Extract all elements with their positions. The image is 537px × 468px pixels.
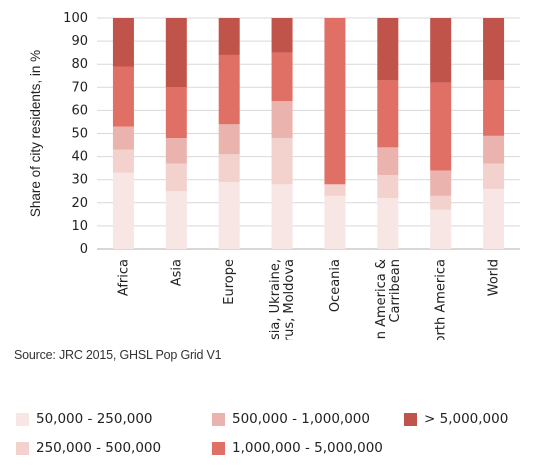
y-tick-label: 60: [71, 103, 88, 118]
legend-label: 500,000 - 1,000,000: [232, 411, 370, 427]
x-tick-label: Africa: [116, 259, 131, 296]
bar-segment: [218, 54, 240, 125]
bar-segment: [377, 18, 399, 81]
bar-segment: [165, 138, 187, 164]
legend-label: 1,000,000 - 5,000,000: [232, 440, 383, 456]
chart-svg: 0 10 20 30 40 50 60 70 80 90 100 Share of city resi…: [28, 11, 520, 371]
legend-item-500k-1m: 500,000 - 1,000,000: [212, 411, 370, 427]
legend-item-over-5m: > 5,000,000: [404, 411, 508, 427]
x-tick-label: World: [487, 259, 502, 296]
bar-segment: [271, 52, 293, 102]
bar-segment: [165, 163, 187, 192]
bar-segment: [430, 82, 452, 171]
stacked-bar-chart: 0 10 20 30 40 50 60 70 80 90 100 Share of city resi…: [28, 11, 520, 371]
bar-segment: [483, 188, 505, 249]
bar-segment: [430, 170, 452, 196]
bar-segment: [165, 191, 187, 249]
x-tick-label: Oceania: [328, 259, 343, 312]
bar-segment: [377, 198, 399, 249]
bar-segment: [112, 172, 134, 249]
x-tick-label-group: Europe: [222, 259, 237, 305]
legend-swatch: [16, 441, 29, 455]
bar-segment: [218, 124, 240, 155]
bar-segment: [218, 18, 240, 55]
bar-segment: [430, 209, 452, 249]
y-tick-label: 50: [71, 127, 88, 142]
x-tick-label-group: Asia: [169, 259, 184, 286]
x-tick-label: Russia, Ukraine,: [268, 259, 283, 340]
legend-item-50k-250k: 50,000 - 250,000: [16, 411, 153, 427]
bar-segment: [377, 175, 399, 199]
x-tick-label: Belarus, Moldova: [282, 259, 297, 340]
legend-label: 50,000 - 250,000: [36, 411, 153, 427]
bar-segment: [112, 18, 134, 67]
x-tick-label-group: North America: [434, 259, 449, 353]
x-tick-label: Asia: [169, 259, 184, 286]
x-tick-label-group: World: [487, 259, 502, 296]
x-tick-label: North America: [434, 259, 449, 340]
x-tick-label-group: Latin America & Carribean: [374, 259, 403, 363]
bar-segment: [271, 138, 293, 185]
y-axis-title: Share of city residents, in %: [28, 50, 43, 217]
bar-segment: [271, 101, 293, 139]
bar-segment: [324, 18, 346, 185]
y-tick-label: 90: [71, 34, 88, 49]
bar-segment: [112, 126, 134, 150]
bar-segment: [218, 182, 240, 249]
legend-swatch: [212, 412, 225, 426]
bar-segment: [271, 184, 293, 249]
bar-segment: [165, 87, 187, 139]
bar-segment: [377, 147, 399, 176]
legend-label: 250,000 - 500,000: [36, 440, 162, 456]
y-tick-label: 10: [71, 219, 88, 234]
legend-swatch: [212, 441, 225, 455]
y-tick-label: 70: [71, 80, 88, 95]
bar-segment: [483, 163, 505, 189]
legend-item-250k-500k: 250,000 - 500,000: [16, 440, 161, 456]
bar-segment: [112, 66, 134, 127]
x-tick-label-group: Russia, Ukraine, Belarus, Moldova: [268, 259, 297, 371]
y-tick-label: 20: [71, 196, 88, 211]
y-tick-label: 0: [80, 242, 88, 257]
bar-segment: [377, 80, 399, 148]
x-tick-label: Carribean: [388, 259, 403, 323]
legend-item-1m-5m: 1,000,000 - 5,000,000: [212, 440, 383, 456]
bar-segment: [430, 195, 452, 210]
x-tick-label: Europe: [222, 259, 237, 305]
x-tick-label-group: Africa: [116, 259, 131, 296]
x-tick-label-group: Oceania: [328, 259, 343, 312]
bar-segment: [112, 149, 134, 173]
bar-segment: [324, 184, 346, 196]
bar-segment: [324, 195, 346, 249]
bar-segment: [218, 154, 240, 183]
y-tick-label: 100: [63, 11, 88, 26]
legend-swatch: [404, 412, 417, 426]
y-tick-label: 80: [71, 57, 88, 72]
bar-segment: [165, 18, 187, 88]
legend-label: > 5,000,000: [424, 411, 509, 427]
legend-swatch: [16, 412, 29, 426]
x-tick-label: Latin America &: [374, 259, 389, 340]
bar-segment: [483, 80, 505, 136]
y-tick-label: 40: [71, 150, 88, 165]
bar-segment: [430, 18, 452, 83]
bar-segment: [483, 18, 505, 81]
bar-segment: [271, 18, 293, 53]
bar-segment: [483, 135, 505, 164]
source-note: Source: JRC 2015, GHSL Pop Grid V1: [14, 348, 222, 362]
y-tick-label: 30: [71, 173, 88, 188]
